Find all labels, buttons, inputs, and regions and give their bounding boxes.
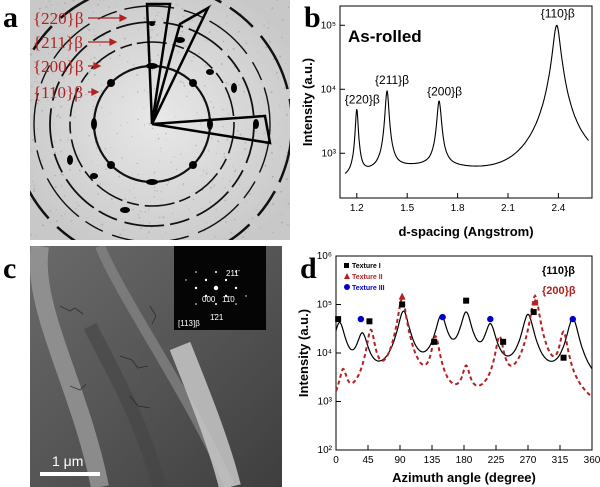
y-tick-label: 10³	[318, 397, 333, 408]
y-tick-label: 10²	[318, 445, 333, 456]
series-label-200: {200}β	[542, 285, 576, 297]
dislocation-lines	[59, 305, 157, 409]
ring-labels: {220}β {211}β {200}β {110}β	[33, 9, 83, 102]
texture-iii-marker	[439, 313, 446, 321]
texture-i-marker	[463, 297, 470, 304]
legend-texture-i: Texture I	[352, 263, 381, 270]
x-tick-label: 1.8	[451, 203, 465, 214]
x-tick-label: 315	[552, 455, 569, 466]
legend-texture-iii: Texture III	[352, 285, 385, 292]
legend-circle-icon	[344, 284, 350, 290]
wedge-2	[150, 4, 211, 125]
peak-label-220: {220}β	[345, 92, 380, 106]
saed-spot-000: 000	[202, 295, 216, 304]
saed-zone-axis: [113]β	[178, 319, 200, 328]
texture-i-marker	[500, 338, 507, 345]
ring-label-211: {211}β	[33, 33, 83, 52]
texture-ii-marker	[531, 298, 539, 306]
integration-wedges	[145, 2, 272, 145]
ring-arrows	[88, 14, 128, 96]
saed-spot-121: 1̄21	[210, 313, 224, 322]
y-axis-title: Intensity (a.u.)	[300, 58, 315, 146]
y-tick-label: 10⁶	[317, 251, 332, 262]
x-tick-label: 45	[362, 455, 374, 466]
panel-d-letter: d	[300, 252, 317, 285]
scale-bar: 1 μm	[40, 453, 100, 476]
texture-i-marker	[560, 354, 567, 361]
y-axis-title: Intensity (a.u.)	[296, 309, 311, 397]
x-tick-label: 2.4	[551, 203, 565, 214]
wedge-1	[145, 2, 172, 125]
diffraction-spots	[67, 22, 259, 213]
x-tick-label: 360	[584, 455, 600, 466]
saed-spot-1-10: 11̄0	[222, 295, 235, 304]
texture-iii-marker	[357, 315, 365, 323]
texture-ii-marker	[398, 292, 406, 300]
scale-bar-label: 1 μm	[52, 453, 83, 469]
series-200-line	[335, 294, 593, 398]
ring-220	[33, 5, 271, 240]
legend-triangle-icon	[344, 273, 350, 279]
texture-i-marker	[431, 338, 438, 345]
tem-bands	[30, 246, 241, 487]
panel-c-letter: c	[3, 252, 17, 285]
plot-frame	[339, 5, 593, 199]
panel-a-diffraction-pattern: {220}β {211}β {200}β {110}β	[30, 0, 290, 240]
series-110-line	[335, 310, 593, 370]
ring-label-200: {200}β	[33, 57, 83, 76]
texture-i-marker	[530, 309, 537, 316]
ring-label-220: {220}β	[33, 9, 83, 28]
x-axis-title: d-spacing (Angstrom)	[398, 224, 533, 239]
x-tick-label: 270	[520, 455, 537, 466]
saed-spot-211: 211̄	[226, 269, 241, 278]
y-tick-label: 10³	[322, 148, 337, 159]
ring-label-110: {110}β	[33, 83, 83, 102]
texture-iii-marker	[569, 315, 576, 323]
texture-iii-marker	[487, 315, 494, 323]
condition-label: As-rolled	[348, 27, 422, 46]
x-tick-label: 135	[424, 455, 441, 466]
panel-a-letter: a	[3, 1, 18, 34]
legend-texture-ii: Texture II	[352, 274, 383, 281]
panel-d-chart: Intensity (a.u.) Azimuth angle (degree) …	[296, 251, 600, 485]
series-label-110: {110}β	[542, 265, 575, 277]
peak-label-200: {200}β	[427, 84, 462, 98]
legend-square-icon	[344, 263, 349, 268]
texture-i-marker	[399, 301, 406, 308]
y-tick-label: 10⁵	[317, 300, 332, 311]
x-tick-label: 225	[488, 455, 505, 466]
x-tick-label: 90	[394, 455, 406, 466]
saed-spots	[185, 271, 247, 305]
x-tick-label: 180	[456, 455, 473, 466]
panel-b-letter: b	[304, 1, 321, 34]
legend: Texture I Texture II Texture III	[344, 263, 385, 292]
x-tick-label: 1.5	[400, 203, 414, 214]
x-tick-label: 1.2	[350, 203, 364, 214]
y-tick-label: 10⁴	[321, 84, 336, 95]
panel-c-tem-image: 211̄ 000 11̄0 1̄21 [113]β 1 μm	[30, 246, 282, 487]
peak-label-211: {211}β	[375, 73, 409, 87]
peak-label-110: {110}β	[541, 6, 575, 20]
wedge-3	[151, 114, 272, 145]
x-tick-label: 2.1	[501, 203, 515, 214]
y-tick-label: 10⁴	[317, 348, 332, 359]
ring-200	[69, 41, 235, 207]
x-axis-title: Azimuth angle (degree)	[392, 470, 536, 485]
x-tick-label: 0	[333, 455, 339, 466]
saed-inset: 211̄ 000 11̄0 1̄21 [113]β	[174, 246, 266, 330]
texture-i-marker	[366, 318, 373, 325]
xrd-curve	[344, 24, 590, 174]
texture-i-marker	[335, 316, 342, 323]
y-tick-label: 10⁵	[321, 20, 336, 31]
panel-b-chart: As-rolled Intensity (a.u.) d-spacing (An…	[300, 5, 593, 239]
